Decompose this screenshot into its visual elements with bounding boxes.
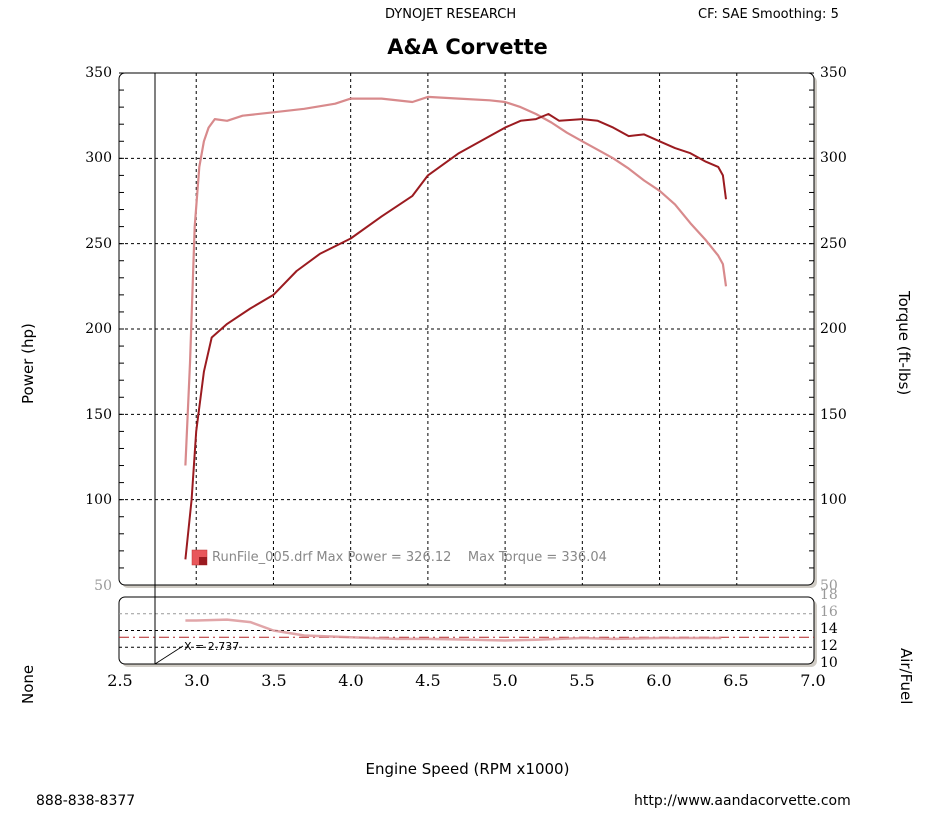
torque-curve: [184, 95, 728, 466]
x-tick: 5.5: [569, 671, 595, 690]
y-tick-right: 250: [820, 236, 847, 252]
y-tick-right: 350: [820, 65, 847, 81]
af-curve: [185, 618, 722, 642]
y-tick-right: 200: [820, 321, 847, 337]
x-tick: 3.0: [184, 671, 210, 690]
website-url: http://www.aandacorvette.com: [634, 793, 851, 809]
x-tick: 7.0: [800, 671, 826, 690]
af-grid: [119, 613, 814, 648]
af-tick: 18: [820, 587, 838, 603]
x-tick: 6.0: [646, 671, 672, 690]
y-tick-right: 150: [820, 407, 847, 423]
x-tick: 3.5: [261, 671, 287, 690]
x-tick: 6.5: [723, 671, 749, 690]
af-tick: 14: [820, 621, 838, 637]
y-tick-left: 350: [85, 65, 112, 81]
af-tick: 10: [820, 655, 838, 671]
af-axis-label-right: Air/Fuel: [897, 648, 915, 705]
y-tick-left: 50: [94, 578, 112, 594]
y-tick-left: 150: [85, 407, 112, 423]
main-grid: [119, 73, 814, 585]
x-tick: 4.5: [415, 671, 441, 690]
legend-text: RunFile_005.drf Max Power = 326.12 Max T…: [212, 550, 607, 565]
company-name: DYNOJET RESEARCH: [385, 7, 517, 22]
legend-swatch-icon: [191, 549, 208, 566]
y-tick-right: 300: [820, 150, 847, 166]
power-curve: [184, 113, 727, 560]
y-axis-label-right: Torque (ft-lbs): [895, 291, 913, 396]
settings-text: CF: SAE Smoothing: 5: [698, 7, 839, 22]
chart-title: A&A Corvette: [387, 35, 548, 59]
x-tick: 4.0: [338, 671, 364, 690]
y-tick-right: 100: [820, 492, 847, 508]
cursor-label: X = 2.737: [184, 640, 240, 653]
y-tick-left: 100: [85, 492, 112, 508]
af-tick: 12: [820, 638, 838, 654]
y-tick-left: 200: [85, 321, 112, 337]
phone-number: 888-838-8377: [36, 793, 136, 809]
cursor-leader: [154, 645, 184, 665]
x-tick: 5.0: [492, 671, 518, 690]
y-tick-left: 300: [85, 150, 112, 166]
y-tick-right: 50: [820, 578, 838, 594]
y-tick-left: 250: [85, 236, 112, 252]
x-tick: 2.5: [107, 671, 133, 690]
af-tick: 16: [820, 604, 838, 620]
x-axis-label: Engine Speed (RPM x1000): [365, 760, 570, 778]
y-axis-label-left: Power (hp): [19, 323, 37, 404]
af-axis-label-left: None: [19, 664, 37, 704]
